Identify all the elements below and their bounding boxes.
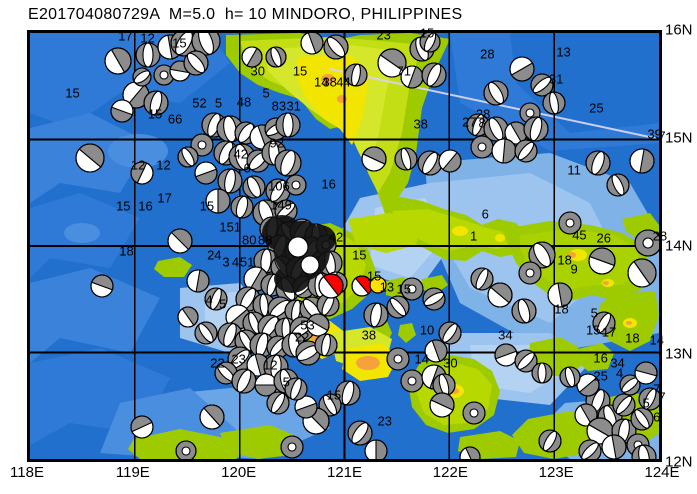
figure-title: E201704080729A M=5.0 h= 10 MINDORO, PHIL…	[28, 6, 463, 23]
y-axis-label-12N: 12N	[665, 453, 693, 471]
main-event-beachball	[318, 273, 344, 299]
x-axis-label-118E: 118E	[10, 464, 44, 481]
x-axis-label-122E: 122E	[432, 464, 468, 481]
map-graphics	[30, 33, 659, 459]
y-axis-label-14N: 14N	[665, 237, 693, 255]
map-canvas	[30, 33, 659, 459]
map-plot-area[interactable]	[27, 30, 662, 462]
y-axis-label-15N: 15N	[665, 129, 693, 147]
x-axis-label-123E: 123E	[538, 464, 574, 481]
y-axis-label-16N: 16N	[665, 21, 693, 39]
x-axis-label-119E: 119E	[115, 464, 150, 481]
x-axis-label-124E: 124E	[644, 464, 680, 481]
epicenter-marker	[369, 276, 387, 294]
y-axis-label-13N: 13N	[665, 345, 693, 363]
x-axis-label-120E: 120E	[221, 464, 257, 481]
x-axis-label-121E: 121E	[326, 464, 363, 481]
